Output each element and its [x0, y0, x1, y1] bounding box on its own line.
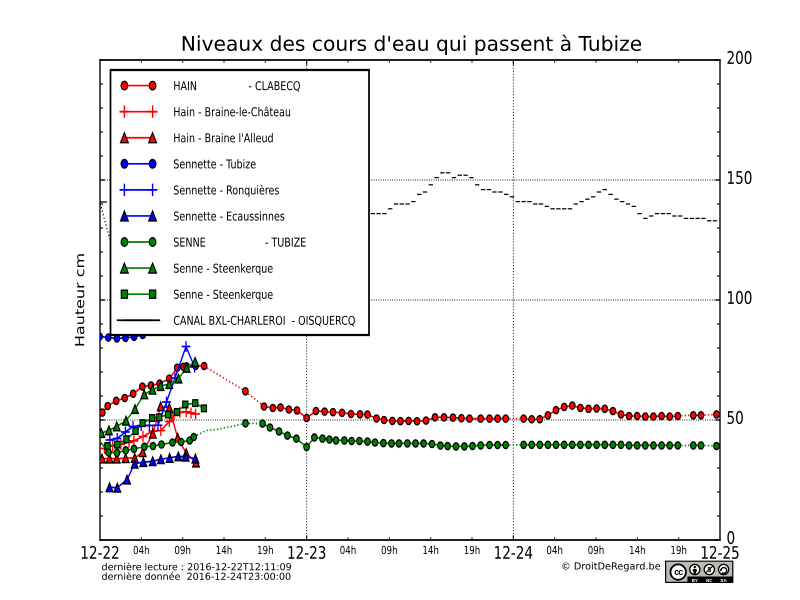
svg-text:SA: SA: [720, 578, 727, 583]
svg-text:cc: cc: [674, 567, 683, 577]
svg-text:$: $: [707, 567, 711, 574]
svg-text:NC: NC: [706, 578, 713, 583]
svg-text:BY: BY: [692, 578, 698, 583]
